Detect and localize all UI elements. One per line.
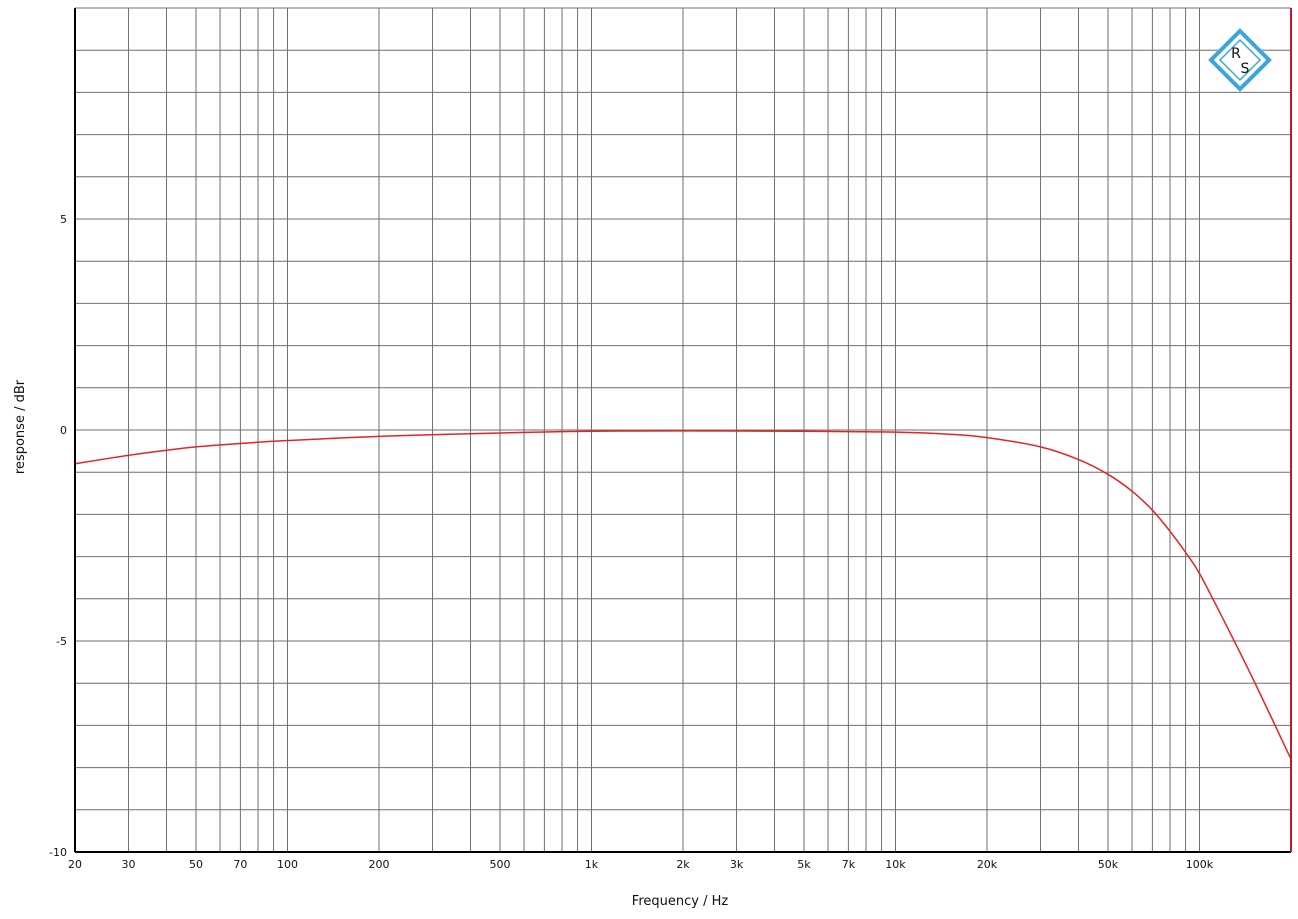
frame-layer bbox=[74, 7, 1292, 853]
y-tick-label: 5 bbox=[60, 213, 67, 226]
x-tick-label: 50 bbox=[189, 858, 203, 871]
x-tick-label: 3k bbox=[730, 858, 744, 871]
x-tick-label: 1k bbox=[585, 858, 599, 871]
x-tick-label: 100 bbox=[277, 858, 298, 871]
y-tick-label: -5 bbox=[56, 635, 67, 648]
x-tick-label: 7k bbox=[842, 858, 856, 871]
x-tick-label: 5k bbox=[797, 858, 811, 871]
series-layer bbox=[74, 430, 1292, 760]
rohde-schwarz-logo-icon: R S bbox=[1208, 28, 1272, 92]
logo-letter-r: R bbox=[1231, 46, 1241, 62]
y-tick-label: 0 bbox=[60, 424, 67, 437]
x-tick-label: 10k bbox=[885, 858, 906, 871]
x-tick-label: 20k bbox=[977, 858, 998, 871]
y-tick-label: -10 bbox=[49, 846, 67, 859]
x-tick-label: 2k bbox=[676, 858, 690, 871]
y-axis-title: response / dBr bbox=[13, 379, 28, 474]
x-tick-label: 500 bbox=[489, 858, 510, 871]
x-tick-label: 50k bbox=[1098, 858, 1119, 871]
x-tick-label: 30 bbox=[122, 858, 136, 871]
x-axis-title: Frequency / Hz bbox=[632, 894, 729, 909]
grid-layer bbox=[75, 8, 1291, 852]
x-tick-label: 200 bbox=[369, 858, 390, 871]
x-tick-label: 20 bbox=[68, 858, 82, 871]
tick-label-layer: 20 30 50 70 100 200 500 1k 2k 3k 5k 7k 10k 20k 50k 100k… bbox=[49, 213, 1214, 871]
logo-letter-s: S bbox=[1241, 61, 1250, 77]
x-tick-label: 70 bbox=[233, 858, 247, 871]
series-line-0 bbox=[74, 430, 1292, 760]
x-tick-label: 100k bbox=[1186, 858, 1214, 871]
